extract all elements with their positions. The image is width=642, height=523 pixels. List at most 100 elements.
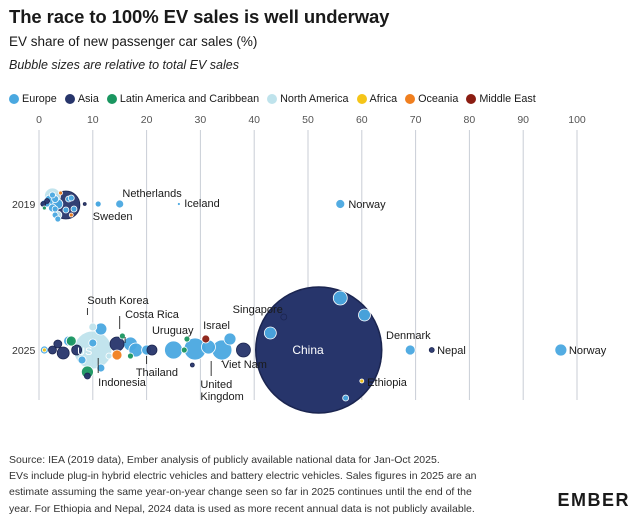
bubble-2025	[105, 352, 113, 360]
bubble-2025	[53, 339, 63, 349]
bubble-2025	[236, 342, 251, 358]
point-label-norway: Norway	[569, 345, 607, 357]
legend-item-europe: Europe	[9, 93, 57, 105]
x-tick-label: 80	[464, 114, 476, 126]
bubble-2025-costa-rica	[127, 352, 134, 360]
x-tick-label: 50	[302, 114, 314, 126]
legend-item-oceania: Oceania	[405, 93, 458, 105]
chart-note: Bubble sizes are relative to total EV sa…	[9, 58, 239, 72]
chart-legend: Europe Asia Latin America and Caribbean Nor…	[9, 93, 536, 105]
point-label-denmark: Denmark	[386, 330, 431, 342]
bubble-2025	[111, 349, 123, 361]
legend-label: Latin America and Caribbean	[119, 93, 260, 105]
bubble-2019	[67, 194, 75, 202]
legend-item-africa: Africa	[356, 93, 398, 105]
legend-label: Oceania	[418, 93, 459, 105]
chart-title: The race to 100% EV sales is well underw…	[9, 6, 390, 27]
bubble-2025	[146, 344, 158, 356]
row-label-2019: 2019	[12, 199, 36, 211]
bubble-2025	[84, 372, 91, 380]
legend-swatch	[106, 94, 117, 104]
legend-item-asia: Asia	[64, 93, 99, 105]
bubble-2025	[65, 335, 77, 347]
point-label-iceland: Iceland	[184, 198, 219, 210]
bubble-2025	[77, 355, 87, 365]
bubble-2019	[44, 198, 50, 204]
x-tick-label: 90	[517, 114, 529, 126]
bubble-2019	[70, 205, 78, 213]
legend-swatch	[466, 94, 477, 104]
x-tick-label: 60	[356, 114, 368, 126]
point-label-kingdom: Kingdom	[200, 391, 243, 403]
footer-line-2: EVs include plug-in hybrid electric vehi…	[9, 470, 477, 483]
bubble-2025	[88, 322, 98, 332]
point-label-sweden: Sweden	[93, 211, 133, 223]
legend-swatch	[356, 94, 367, 104]
bubble-2019-netherlands	[115, 199, 125, 209]
point-label-netherlands: Netherlands	[122, 188, 182, 200]
legend-label: Middle East	[479, 93, 536, 105]
bubble-2019	[54, 215, 62, 223]
bubble-2025	[48, 345, 57, 355]
bubble-2025	[56, 346, 70, 360]
x-tick-label: 30	[195, 114, 207, 126]
bubble-2025	[223, 332, 237, 346]
x-tick-label: 100	[568, 114, 586, 126]
bubble-2019-norway	[335, 199, 346, 209]
x-tick-label: 40	[248, 114, 260, 126]
bubble-2025-denmark	[404, 344, 416, 356]
bubble-2025	[183, 335, 191, 343]
bubble-2025-norway	[554, 343, 568, 357]
bubble-2025-china	[255, 286, 383, 414]
legend-swatch	[405, 94, 416, 104]
ember-logo: EMBER	[557, 490, 630, 510]
footer-line-4: year. For Ethiopia and Nepal, 2024 data …	[9, 502, 475, 515]
legend-swatch	[9, 94, 19, 104]
bubble-2019	[49, 191, 56, 199]
legend-label: Africa	[369, 93, 398, 105]
legend-item-middle-east: Middle East	[466, 93, 536, 105]
chart-subtitle: EV share of new passenger car sales (%)	[9, 34, 258, 49]
legend-swatch	[64, 94, 75, 104]
bubble-2025	[263, 326, 277, 340]
x-tick-label: 70	[410, 114, 422, 126]
x-tick-label: 0	[36, 114, 42, 126]
legend-item-latin-america-and-caribbean: Latin America and Caribbean	[106, 93, 260, 105]
footer-line-1: Source: IEA (2019 data), Ember analysis …	[9, 454, 440, 466]
point-label-us: US	[77, 346, 92, 358]
bubble-2025	[88, 338, 98, 348]
bubble-2025	[118, 332, 126, 340]
bubble-2025-israel	[201, 334, 211, 344]
bubble-2025-ethiopia	[359, 378, 365, 384]
bubble-2025	[342, 394, 350, 402]
point-label-thailand: Thailand	[136, 367, 178, 379]
bubble-2019	[68, 212, 74, 218]
point-label-indonesia: Indonesia	[98, 377, 147, 389]
point-label-nepal: Nepal	[437, 345, 466, 357]
footer-line-3: estimate assuming the same year-on-year …	[9, 486, 472, 499]
bubble-2025-singapore	[280, 313, 288, 321]
bubble-2019	[58, 190, 63, 196]
bubble-2025-nepal	[428, 347, 435, 353]
bubble-2025	[358, 308, 371, 322]
footer-notes: Source: IEA (2019 data), Ember analysis …	[9, 452, 529, 517]
bubble-2019-sweden	[94, 200, 102, 208]
row-label-2025: 2025	[12, 345, 36, 357]
legend-label: Europe	[22, 93, 57, 105]
bubble-2019	[62, 206, 70, 214]
point-label-china: China	[292, 343, 324, 357]
legend-swatch	[267, 94, 278, 104]
point-label-singapore: Singapore	[233, 304, 283, 316]
point-label-israel: Israel	[203, 320, 230, 332]
point-label-costa-rica: Costa Rica	[125, 309, 180, 321]
point-label-ethiopia: Ethiopia	[367, 377, 408, 389]
bubble-2025	[71, 344, 83, 356]
bubble-2025-uruguay	[180, 346, 188, 354]
bubble-2019	[51, 205, 59, 213]
bubble-2019-iceland	[176, 202, 181, 206]
point-label-norway: Norway	[348, 199, 386, 211]
point-label-united: United	[200, 379, 232, 391]
legend-item-north-america: North America	[267, 93, 349, 105]
bubble-2019	[41, 205, 47, 211]
bubble-chart: 0 10 20 30 40 50 60 70 80 90 100 2019 2025 Netherland…	[12, 114, 607, 414]
